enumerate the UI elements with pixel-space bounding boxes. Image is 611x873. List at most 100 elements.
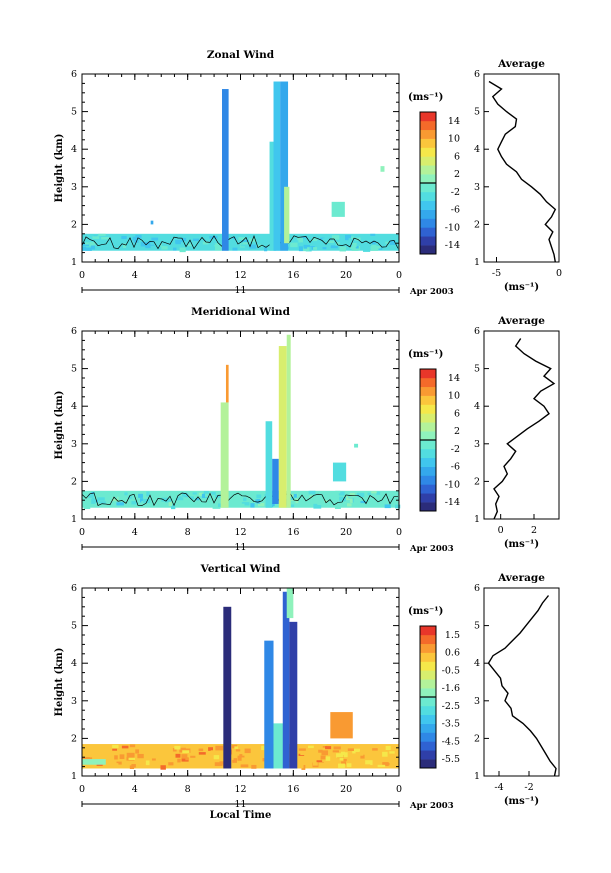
heatmap-cell [85,247,92,251]
heatmap-cell [376,491,381,495]
colorbar-tick-label: -10 [445,479,460,490]
heatmap-cell [320,237,325,240]
colorbar-swatch [420,652,436,662]
colorbar-tick-label: -10 [445,222,460,233]
heatmap-cell [201,755,207,759]
average-y-tick-label: 6 [474,583,480,594]
heatmap-cell [345,234,352,239]
heatmap-cell [360,754,365,759]
colorbar-unit: (ms⁻¹) [408,606,443,617]
colorbar-swatch [420,750,436,760]
average-profile-line [488,80,557,263]
heatmap-cell [150,242,156,245]
heatmap-cell [298,246,303,252]
heatmap-cell [160,765,166,770]
heatmap-cell [209,240,216,245]
colorbar-unit: (ms⁻¹) [408,92,443,103]
average-y-tick-label: 4 [474,658,480,669]
x-tick-label: 16 [287,270,299,281]
colorbar-swatch [420,440,436,450]
x-tick-label: 8 [185,784,191,795]
colorbar-swatch [420,714,436,724]
heatmap-cell [389,240,396,245]
average-profile-line [493,338,556,520]
heatmap-cell [345,237,349,241]
heatmap-cell [339,496,347,502]
heatmap-cell [93,494,101,499]
heatmap-cell [343,758,347,762]
y-tick-label: 6 [71,583,77,594]
average-y-tick-label: 3 [474,696,480,707]
heatmap-cell [112,748,118,751]
heatmap-cell [298,748,306,751]
colorbar-tick-label: 14 [448,116,460,127]
heatmap-cell [213,755,220,760]
heatmap-cell [363,246,371,252]
colorbar-swatch [420,643,436,653]
heatmap-cell [332,750,339,753]
heatmap-cell [325,756,331,761]
heatmap-cell [176,497,184,501]
heatmap-cell [110,763,119,768]
x-tick-label: 0 [79,527,85,538]
heatmap-cell [91,240,96,244]
heatmap-cell [231,495,237,498]
colorbar-swatch [420,493,436,503]
heatmap-cell [261,745,267,751]
y-tick-label: 4 [71,401,77,412]
colorbar-tick-label: -0.5 [442,665,460,676]
heatmap-cell [161,242,170,247]
colorbar-tick-label: 2 [454,426,460,437]
x-tick-label: 0 [396,784,402,795]
x-tick-label: 8 [185,527,191,538]
y-tick-label: 4 [71,658,77,669]
x-tick-label: 0 [396,527,402,538]
heatmap-cell [104,750,110,754]
colorbar-swatch [420,466,436,476]
heatmap-cell [181,492,188,497]
heatmap-cell [140,241,149,247]
heatmap-cell [89,241,96,247]
heatmap-cell [181,754,188,759]
zero-contour [81,235,399,250]
heatmap-region [150,220,154,225]
heatmap-cell [232,758,237,763]
colorbar-swatch [420,404,436,414]
heatmap-region [269,141,277,251]
panel-title: Vertical Wind [200,563,281,575]
colorbar-swatch [420,395,436,405]
heatmap-region [222,89,229,251]
colorbar-swatch [420,138,436,148]
heatmap-cell [190,755,196,758]
heatmap-cell [117,748,123,753]
colorbar-tick-label: 2 [454,169,460,180]
average-y-tick-label: 5 [474,107,480,118]
heatmap-cell [215,245,222,251]
colorbar-swatch [420,147,436,157]
heatmap-cell [180,242,188,246]
heatmap-cell [335,490,341,494]
average-y-tick-label: 4 [474,401,480,412]
colorbar-swatch [420,174,436,184]
heatmap-cell [371,244,377,250]
average-y-tick-label: 3 [474,439,480,450]
panel-title: Zonal Wind [207,49,275,61]
colorbar-tick-label: -4.5 [442,736,460,747]
heatmap-cell [208,246,214,251]
colorbar-swatch [420,475,436,485]
colorbar-swatch [420,448,436,459]
y-tick-label: 3 [71,696,77,707]
x-tick-label: 16 [287,784,299,795]
heatmap-cell [322,745,328,748]
heatmap-cell [256,499,261,504]
heatmap-cell [155,242,160,248]
average-frame [483,330,560,520]
heatmap-region [264,640,274,769]
heatmap-cell [202,241,209,245]
heatmap-cell [382,762,390,766]
heatmap-cell [339,758,344,761]
heatmap-cell [229,764,235,767]
heatmap-cell [355,242,361,246]
y-tick-label: 5 [71,364,77,375]
